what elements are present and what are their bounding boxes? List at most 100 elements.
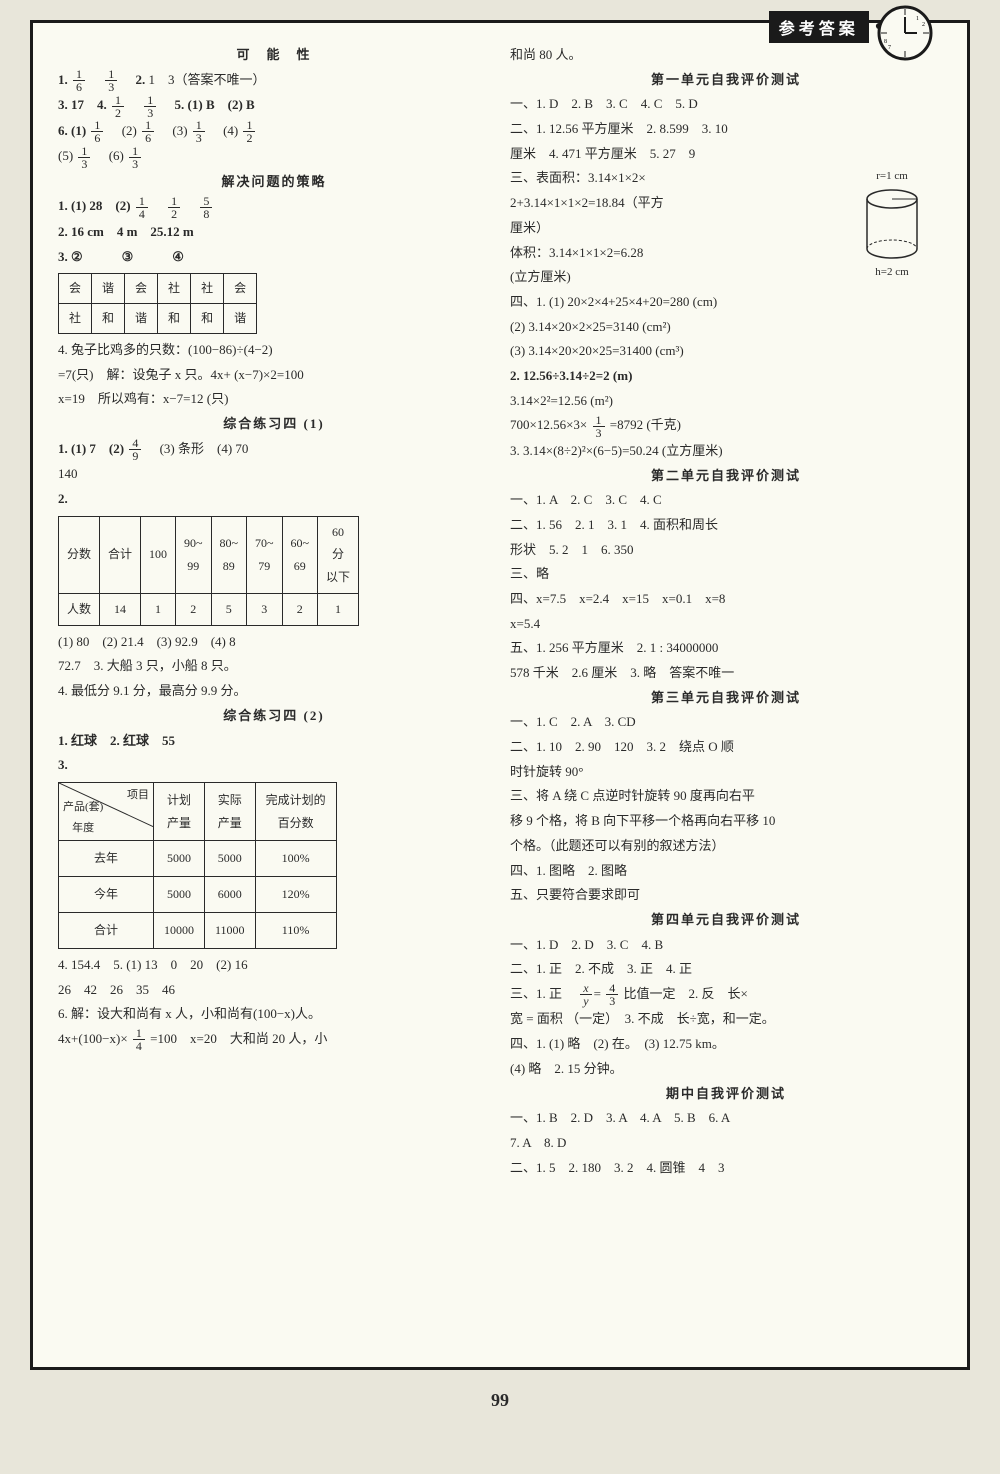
line: 四、x=7.5 x=2.4 x=15 x=0.1 x=8 <box>510 587 942 612</box>
line: 3.14×2²=12.56 (m²) <box>510 389 942 414</box>
line: x=5.4 <box>510 612 942 637</box>
line: 宽 = 面积 （一定） 3. 不成 长÷宽，和一定。 <box>510 1007 942 1032</box>
line: 四、1. (1) 略 (2) 在。 (3) 12.75 km。 <box>510 1032 942 1057</box>
fraction: 12 <box>168 195 180 220</box>
fraction: 16 <box>142 119 154 144</box>
line: 三、将 A 绕 C 点逆时针旋转 90 度再向右平 <box>510 784 942 809</box>
line: 6. 解：设大和尚有 x 人，小和尚有(100−x)人。 <box>58 1002 490 1027</box>
fraction: 13 <box>78 145 90 170</box>
line: 2. <box>58 487 490 512</box>
line: 2. 16 cm 4 m 25.12 m <box>58 220 490 245</box>
fraction: 13 <box>129 145 141 170</box>
line: (3) 3.14×20×20×25=31400 (cm³) <box>510 339 942 364</box>
word-table: 会谐会社社会 社和谐和和谐 <box>58 273 257 334</box>
sec-title: 可 能 性 <box>58 43 490 68</box>
line: 五、1. 256 平方厘米 2. 1 : 34000000 <box>510 636 942 661</box>
line: 3. <box>58 753 490 778</box>
line: 1. (1) 28 (2) 14 12 58 <box>58 194 490 220</box>
fraction: 13 <box>105 68 117 93</box>
line: 72.7 3. 大船 3 只，小船 8 只。 <box>58 654 490 679</box>
fraction: 14 <box>133 1027 145 1052</box>
line: 二、1. 12.56 平方厘米 2. 8.599 3. 10 <box>510 117 942 142</box>
line: 1. 16 13 2. 1 3（答案不唯一） <box>58 68 490 94</box>
line: 时针旋转 90° <box>510 760 942 785</box>
page-number: 99 <box>30 1390 970 1411</box>
line: 578 千米 2.6 厘米 3. 略 答案不唯一 <box>510 661 942 686</box>
svg-text:8: 8 <box>884 39 887 45</box>
line: 二、1. 正 2. 不成 3. 正 4. 正 <box>510 957 942 982</box>
line: 4. 兔子比鸡多的只数：(100−86)÷(4−2) <box>58 338 490 363</box>
cyl-h-label: h=2 cm <box>875 266 908 278</box>
line: (4) 略 2. 15 分钟。 <box>510 1057 942 1082</box>
line: 五、只要符合要求即可 <box>510 883 942 908</box>
sec-title: 第一单元自我评价测试 <box>510 68 942 93</box>
line: 四、1. (1) 20×2×4+25×4+20=280 (cm) <box>510 290 942 315</box>
line: 形状 5. 2 1 6. 350 <box>510 538 942 563</box>
sec-title: 第四单元自我评价测试 <box>510 908 942 933</box>
fraction: 12 <box>112 94 124 119</box>
line: 一、1. C 2. A 3. CD <box>510 710 942 735</box>
line: 三、略 <box>510 562 942 587</box>
line: 700×12.56×3× 13 =8792 (千克) <box>510 413 942 439</box>
fraction: 13 <box>193 119 205 144</box>
fraction: 16 <box>73 68 85 93</box>
line: 4. 154.4 5. (1) 13 0 20 (2) 16 <box>58 953 490 978</box>
fraction: 12 <box>243 119 255 144</box>
fraction: 16 <box>91 119 103 144</box>
line: 四、1. 图略 2. 图略 <box>510 859 942 884</box>
left-column: 可 能 性 1. 16 13 2. 1 3（答案不唯一） 3. 17 4. 12… <box>58 43 490 1180</box>
cylinder-figure: r=1 cm h=2 cm <box>842 166 942 283</box>
diagonal-header: 项目 产品(套)年度 <box>59 782 154 841</box>
line: 个格。（此题还可以有别的叙述方法） <box>510 834 942 859</box>
line: 3. 17 4. 12 13 5. (1) B (2) B <box>58 93 490 119</box>
line: 厘米 4. 471 平方厘米 5. 27 9 <box>510 142 942 167</box>
line: 一、1. A 2. C 3. C 4. C <box>510 488 942 513</box>
fraction: 43 <box>606 982 618 1007</box>
sec-title: 第三单元自我评价测试 <box>510 686 942 711</box>
svg-text:1: 1 <box>916 16 919 22</box>
line: (5) 13 (6) 13 <box>58 144 490 170</box>
sec-title: 第二单元自我评价测试 <box>510 464 942 489</box>
line: x=19 所以鸡有：x−7=12 (只) <box>58 387 490 412</box>
line: 移 9 个格，将 B 向下平移一个格再向右平移 10 <box>510 809 942 834</box>
line: 4x+(100−x)× 14 =100 x=20 大和尚 20 人，小 <box>58 1027 490 1053</box>
line: =7(只) 解：设兔子 x 只。4x+ (x−7)×2=100 <box>58 363 490 388</box>
line: 一、1. D 2. B 3. C 4. C 5. D <box>510 92 942 117</box>
line: 140 <box>58 462 490 487</box>
sec-title: 期中自我评价测试 <box>510 1082 942 1107</box>
fraction: 13 <box>593 414 605 439</box>
line: 三、1. 正 xy= 43 比值一定 2. 反 长× <box>510 982 942 1008</box>
line: 一、1. B 2. D 3. A 4. A 5. B 6. A <box>510 1106 942 1131</box>
cyl-r-label: r=1 cm <box>876 170 908 182</box>
line: 一、1. D 2. D 3. C 4. B <box>510 933 942 958</box>
page-frame: 参考答案 ●●●●● 1 2 7 8 可 能 性 <box>30 20 970 1370</box>
line: 4. 最低分 9.1 分，最高分 9.9 分。 <box>58 679 490 704</box>
sec-title: 综合练习四 (1) <box>58 412 490 437</box>
line: 二、1. 10 2. 90 120 3. 2 绕点 O 顺 <box>510 735 942 760</box>
line: 1. (1) 7 (2) 49 (3) 条形 (4) 70 <box>58 437 490 463</box>
fraction: 14 <box>136 195 148 220</box>
badge-text: 参考答案 <box>769 11 869 43</box>
content-columns: 可 能 性 1. 16 13 2. 1 3（答案不唯一） 3. 17 4. 12… <box>58 43 942 1180</box>
fraction: 49 <box>129 437 141 462</box>
line: 2. 12.56÷3.14÷2=2 (m) <box>510 364 942 389</box>
sec-title: 解决问题的策略 <box>58 170 490 195</box>
line: (1) 80 (2) 21.4 (3) 92.9 (4) 8 <box>58 630 490 655</box>
fraction: 58 <box>200 195 212 220</box>
line: 二、1. 56 2. 1 3. 1 4. 面积和周长 <box>510 513 942 538</box>
line: 26 42 26 35 46 <box>58 978 490 1003</box>
header-badge: 参考答案 ●●●●● 1 2 7 8 <box>769 11 927 43</box>
cylinder-icon <box>862 187 922 262</box>
line: 1. 红球 2. 红球 55 <box>58 729 490 754</box>
fraction: 13 <box>144 94 156 119</box>
product-table: 项目 产品(套)年度 计划产量 实际产量 完成计划的百分数 去年50005000… <box>58 782 337 949</box>
line: 7. A 8. D <box>510 1131 942 1156</box>
line: 3. ② ③ ④ <box>58 245 490 270</box>
line: 二、1. 5 2. 180 3. 2 4. 圆锥 4 3 <box>510 1156 942 1181</box>
right-column: 和尚 80 人。 第一单元自我评价测试 一、1. D 2. B 3. C 4. … <box>510 43 942 1180</box>
svg-text:2: 2 <box>922 22 925 28</box>
sec-title: 综合练习四 (2) <box>58 704 490 729</box>
line: 6. (1) 16 (2) 16 (3) 13 (4) 12 <box>58 119 490 145</box>
fraction: xy <box>580 982 591 1007</box>
score-table: 分数 合计 100 90~99 80~89 70~79 60~69 60分以下 … <box>58 516 359 626</box>
